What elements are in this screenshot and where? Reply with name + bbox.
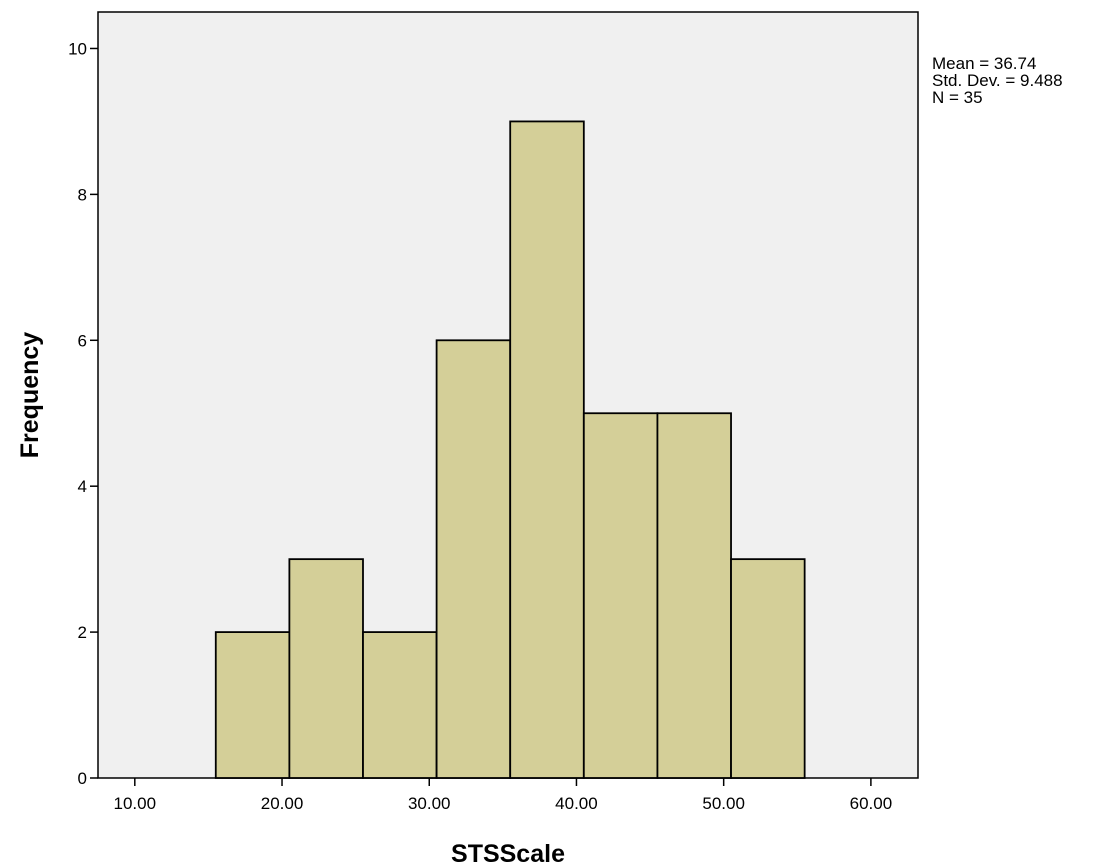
x-axis: 10.00 20.00 30.00 40.00 50.00 60.00 (114, 778, 893, 813)
x-tick-label: 60.00 (850, 794, 893, 813)
histogram-bar-4 (435, 339, 512, 779)
histogram-bar-7 (656, 412, 732, 779)
y-tick-label: 10 (68, 39, 87, 58)
x-axis-title: STSScale (451, 840, 565, 868)
y-axis: 0 2 4 6 8 10 (68, 39, 98, 788)
histogram-bar-5 (509, 120, 585, 779)
histogram-bar-2 (288, 558, 364, 779)
y-tick-label: 2 (78, 623, 87, 642)
y-tick-label: 0 (78, 769, 87, 788)
histogram-bar-1 (214, 631, 291, 779)
histogram-bar-6 (582, 412, 659, 779)
statistics-legend: Mean = 36.74 Std. Dev. = 9.488 N = 35 (932, 55, 1063, 106)
x-tick-label: 50.00 (702, 794, 745, 813)
x-tick-label: 40.00 (555, 794, 598, 813)
x-tick-label: 10.00 (114, 794, 157, 813)
bars-group (214, 120, 806, 779)
std-dev-stat: Std. Dev. = 9.488 (932, 71, 1063, 90)
mean-stat: Mean = 36.74 (932, 54, 1037, 73)
n-stat: N = 35 (932, 88, 983, 107)
x-tick-label: 20.00 (261, 794, 304, 813)
y-tick-label: 4 (78, 477, 87, 496)
y-axis-title: Frequency (16, 332, 44, 459)
histogram-bar-8 (730, 558, 806, 779)
histogram-bar-3 (362, 631, 438, 779)
y-tick-label: 6 (78, 331, 87, 350)
y-tick-label: 8 (78, 185, 87, 204)
x-tick-label: 30.00 (408, 794, 451, 813)
